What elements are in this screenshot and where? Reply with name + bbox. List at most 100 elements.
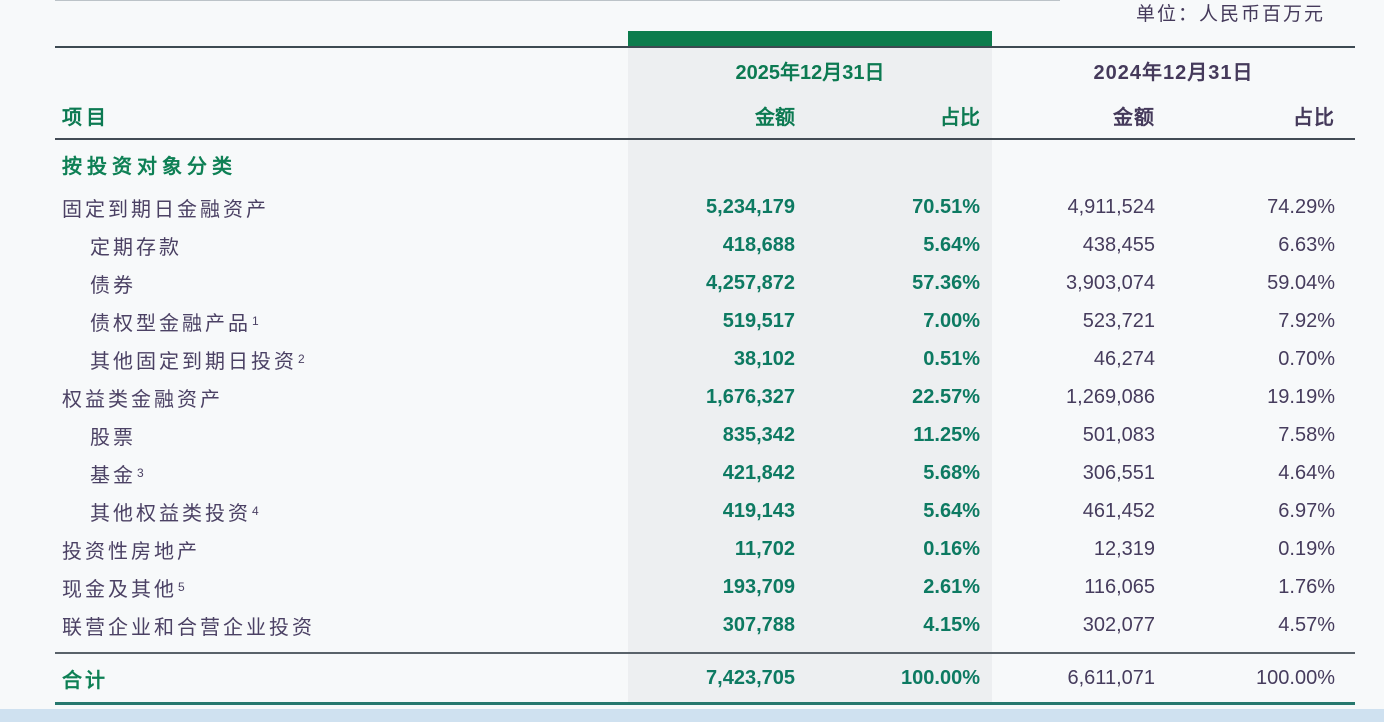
row-label: 股票 xyxy=(55,416,628,454)
footnote-marker: 3 xyxy=(137,466,147,480)
row-label: 债权型金融产品 1 xyxy=(55,302,628,340)
row-label-text: 其他固定到期日投资 xyxy=(90,350,297,373)
amount-2025-cell: 419,143 xyxy=(722,499,795,522)
amount-2025-cell: 835,342 xyxy=(722,423,795,446)
row-label-text: 固定到期日金融资产 xyxy=(62,198,269,221)
amount-2024-cell: 461,452 xyxy=(1082,499,1155,522)
share-2024-cell: 7.58% xyxy=(1278,423,1335,446)
table-row: 现金及其他 5 193,709 2.61% 116,065 1.76% xyxy=(55,568,1355,606)
row-label: 权益类金融资产 xyxy=(55,378,628,416)
total-share-2025: 100.00% xyxy=(901,666,980,689)
share-2025-cell: 0.16% xyxy=(923,537,980,560)
amount-2024-cell: 46,274 xyxy=(1093,347,1155,370)
share-2025-cell: 4.15% xyxy=(923,613,980,636)
row-label-text: 基金 xyxy=(90,464,136,487)
share-2025-header: 占比 xyxy=(940,106,980,129)
table-row: 股票 835,342 11.25% 501,083 7.58% xyxy=(55,416,1355,454)
amount-2024-cell: 116,065 xyxy=(1084,575,1155,598)
share-2024-header: 占比 xyxy=(1293,106,1335,129)
page-top-edge-line xyxy=(55,0,1060,1)
amount-2024-header: 金额 xyxy=(1113,106,1155,129)
share-2025-cell: 5.64% xyxy=(923,499,980,522)
amount-2025-cell: 11,702 xyxy=(734,537,795,560)
amount-2024-cell: 501,083 xyxy=(1082,423,1155,446)
table-row: 投资性房地产 11,702 0.16% 12,319 0.19% xyxy=(55,530,1355,568)
page-edge-strip xyxy=(0,709,1384,722)
share-2025-cell: 0.51% xyxy=(923,347,980,370)
amount-2025-cell: 1,676,327 xyxy=(706,385,795,408)
total-amount-2024: 6,611,071 xyxy=(1067,666,1156,689)
investment-table: 2025年12月31日 2024年12月31日 项目 金额 占比 金额 占比 按… xyxy=(55,31,1355,705)
table-row: 基金 3 421,842 5.68% 306,551 4.64% xyxy=(55,454,1355,492)
amount-2024-cell: 4,911,524 xyxy=(1067,195,1156,218)
date-header-row: 2025年12月31日 2024年12月31日 xyxy=(55,48,1355,92)
row-label: 债券 xyxy=(55,264,628,302)
date-2025-header: 2025年12月31日 xyxy=(735,61,885,84)
amount-2024-cell: 438,455 xyxy=(1082,233,1155,256)
share-2024-cell: 19.19% xyxy=(1267,385,1335,408)
share-2025-cell: 5.68% xyxy=(923,461,980,484)
row-label-text: 定期存款 xyxy=(90,236,182,259)
share-2025-cell: 22.57% xyxy=(912,385,980,408)
amount-2025-cell: 5,234,179 xyxy=(706,195,795,218)
header-accent-bar xyxy=(628,31,992,46)
amount-2025-cell: 193,709 xyxy=(722,575,795,598)
item-column-header: 项目 xyxy=(62,106,110,129)
row-label-text: 债权型金融产品 xyxy=(90,312,251,335)
row-label: 联营企业和合营企业投资 xyxy=(55,606,628,644)
date-row-spacer xyxy=(55,48,628,92)
share-2024-cell: 7.92% xyxy=(1278,309,1335,332)
row-label-text: 权益类金融资产 xyxy=(62,388,223,411)
share-2024-cell: 59.04% xyxy=(1267,271,1335,294)
row-label: 固定到期日金融资产 xyxy=(55,188,628,226)
amount-2024-cell: 1,269,086 xyxy=(1066,385,1155,408)
header-divider-rule xyxy=(55,138,1355,140)
share-2025-cell: 5.64% xyxy=(923,233,980,256)
total-share-2024: 100.00% xyxy=(1256,666,1335,689)
share-2025-cell: 7.00% xyxy=(923,309,980,332)
table-row: 债券 4,257,872 57.36% 3,903,074 59.04% xyxy=(55,264,1355,302)
table-row: 固定到期日金融资产 5,234,179 70.51% 4,911,524 74.… xyxy=(55,188,1355,226)
share-2024-cell: 4.57% xyxy=(1278,613,1335,636)
table-row: 联营企业和合营企业投资 307,788 4.15% 302,077 4.57% xyxy=(55,606,1355,644)
row-label-text: 股票 xyxy=(90,426,136,449)
row-label: 投资性房地产 xyxy=(55,530,628,568)
row-label: 现金及其他 5 xyxy=(55,568,628,606)
share-2024-cell: 6.63% xyxy=(1278,233,1335,256)
amount-2024-cell: 306,551 xyxy=(1082,461,1155,484)
table-row: 债权型金融产品 1 519,517 7.00% 523,721 7.92% xyxy=(55,302,1355,340)
share-2025-cell: 70.51% xyxy=(912,195,980,218)
row-label-text: 债券 xyxy=(90,274,136,297)
amount-2025-cell: 418,688 xyxy=(722,233,795,256)
amount-2025-header: 金额 xyxy=(755,106,795,129)
amount-2024-cell: 3,903,074 xyxy=(1066,271,1155,294)
row-label-text: 投资性房地产 xyxy=(62,540,200,563)
amount-2025-cell: 519,517 xyxy=(722,309,795,332)
footnote-marker: 4 xyxy=(252,504,262,518)
table-body: 固定到期日金融资产 5,234,179 70.51% 4,911,524 74.… xyxy=(55,188,1355,644)
row-label: 其他权益类投资 4 xyxy=(55,492,628,530)
row-label: 定期存款 xyxy=(55,226,628,264)
table-row: 权益类金融资产 1,676,327 22.57% 1,269,086 19.19… xyxy=(55,378,1355,416)
row-label: 其他固定到期日投资 2 xyxy=(55,340,628,378)
amount-2025-cell: 307,788 xyxy=(722,613,795,636)
row-label: 基金 3 xyxy=(55,454,628,492)
row-label-text: 其他权益类投资 xyxy=(90,502,251,525)
amount-2024-cell: 302,077 xyxy=(1082,613,1155,636)
table-row: 定期存款 418,688 5.64% 438,455 6.63% xyxy=(55,226,1355,264)
total-amount-2025: 7,423,705 xyxy=(706,666,795,689)
footnote-marker: 2 xyxy=(298,352,308,366)
table-row: 其他固定到期日投资 2 38,102 0.51% 46,274 0.70% xyxy=(55,340,1355,378)
share-2024-cell: 0.70% xyxy=(1278,347,1335,370)
share-2024-cell: 6.97% xyxy=(1278,499,1335,522)
share-2025-cell: 2.61% xyxy=(923,575,980,598)
table-row: 其他权益类投资 4 419,143 5.64% 461,452 6.97% xyxy=(55,492,1355,530)
total-divider-rule xyxy=(55,652,1355,654)
row-label-text: 现金及其他 xyxy=(62,578,177,601)
unit-label: 单位：人民币百万元 xyxy=(1135,4,1325,25)
amount-2025-cell: 38,102 xyxy=(733,347,795,370)
amount-2025-cell: 421,842 xyxy=(722,461,795,484)
date-2024-header: 2024年12月31日 xyxy=(1093,61,1254,84)
share-2024-cell: 74.29% xyxy=(1267,195,1335,218)
share-2024-cell: 1.76% xyxy=(1278,575,1335,598)
